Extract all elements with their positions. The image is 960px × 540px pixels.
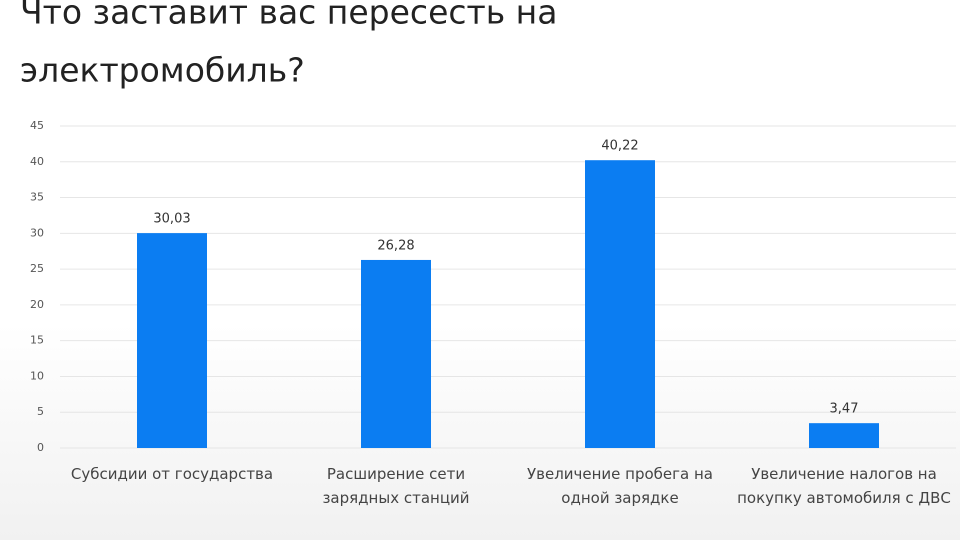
y-tick-label: 10 <box>30 369 44 382</box>
bar <box>585 160 655 448</box>
y-tick-label: 45 <box>30 119 44 132</box>
x-tick-label: Расширение сети зарядных станций <box>322 465 470 507</box>
y-tick-label: 5 <box>37 405 44 418</box>
x-tick-label: Увеличение пробега на одной зарядке <box>526 465 713 507</box>
y-tick-label: 0 <box>37 441 44 454</box>
value-label: 30,03 <box>153 212 190 227</box>
x-tick-label: Увеличение налогов на покупку автомобиля… <box>737 465 951 507</box>
y-tick-label: 25 <box>30 262 44 275</box>
bar <box>361 259 431 448</box>
value-label: 40,22 <box>601 139 638 154</box>
value-label: 26,28 <box>377 238 414 253</box>
chart-title: Что заставит вас пересесть на <box>20 0 557 32</box>
bar <box>809 423 879 448</box>
y-tick-label: 35 <box>30 191 44 204</box>
y-tick-label: 30 <box>30 226 44 239</box>
y-tick-label: 40 <box>30 155 44 168</box>
value-label: 3,47 <box>830 402 859 417</box>
x-tick-label: Субсидии от государства <box>70 465 274 483</box>
y-tick-label: 20 <box>30 298 44 311</box>
bar <box>137 233 207 448</box>
chart-title: электромобиль? <box>20 51 305 90</box>
y-tick-label: 15 <box>30 334 44 347</box>
